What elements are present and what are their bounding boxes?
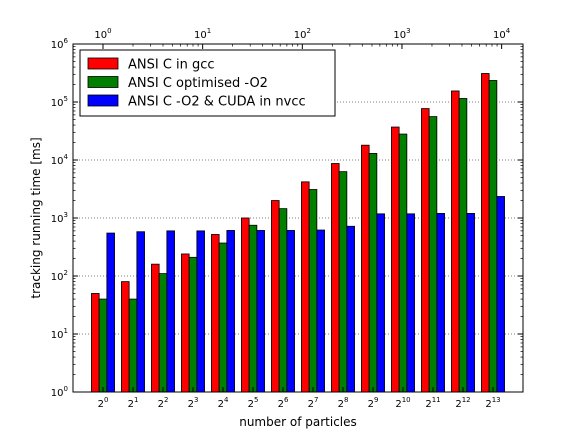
top-tick-label: 102 (294, 27, 311, 41)
x-tick-label: 26 (278, 396, 289, 410)
y-axis-label: tracking running time [ms] (29, 137, 43, 298)
ticks: 100 101 102 103 104 105 106 20 21 22 23 24 25 26 27 28 2… (51, 27, 523, 410)
bar (278, 208, 288, 393)
x-tick-label: 211 (425, 396, 440, 410)
bar (496, 196, 505, 393)
x-tick-label: 20 (98, 396, 109, 410)
bar (271, 200, 280, 393)
x-tick-label: 27 (308, 396, 319, 410)
bar (368, 152, 378, 393)
bar (346, 225, 355, 393)
bar (458, 98, 468, 393)
x-tick-label: 29 (368, 396, 379, 410)
top-tick-label: 104 (493, 27, 511, 41)
top-tick-label: 101 (194, 27, 211, 41)
y-tick-label: 104 (51, 153, 69, 167)
bar (158, 273, 168, 393)
bar (488, 80, 498, 393)
bar (361, 144, 370, 393)
top-tick-label: 100 (94, 27, 111, 41)
bar (106, 232, 115, 393)
x-tick-label: 21 (128, 396, 139, 410)
bar (196, 230, 205, 393)
legend-label: ANSI C -O2 & CUDA in nvcc (128, 95, 306, 110)
bar (428, 116, 438, 393)
bar (136, 231, 145, 393)
bar (151, 263, 160, 393)
x-tick-label: 22 (158, 396, 169, 410)
bar (91, 293, 100, 393)
bar (286, 230, 295, 393)
bars (91, 73, 505, 393)
x-tick-label: 25 (248, 396, 259, 410)
x-tick-label: 212 (455, 396, 470, 410)
bar (301, 181, 310, 393)
legend-swatch (87, 57, 119, 70)
x-tick-label: 28 (338, 396, 349, 410)
y-tick-label: 105 (51, 95, 68, 109)
y-tick-label: 100 (51, 385, 68, 399)
bar (466, 213, 475, 393)
y-tick-label: 101 (51, 327, 68, 341)
legend-swatch (87, 76, 119, 88)
x-tick-label: 213 (485, 396, 500, 410)
legend-swatch (87, 94, 119, 107)
bar (188, 256, 198, 393)
bar (166, 230, 175, 393)
bar (121, 281, 130, 393)
bar (181, 253, 190, 393)
bar (331, 163, 340, 393)
legend-label: ANSI C in gcc (128, 58, 215, 73)
legend: ANSI C in gcc ANSI C optimised -O2 ANSI C … (79, 49, 336, 117)
x-tick-label: 210 (395, 396, 410, 410)
x-axis-label: number of particles (239, 415, 357, 429)
legend-label: ANSI C optimised -O2 (128, 76, 268, 91)
top-tick-label: 103 (393, 27, 410, 41)
legend-box (79, 49, 336, 117)
bar (316, 229, 325, 393)
bar (248, 224, 258, 393)
bar (451, 90, 460, 393)
bar (211, 234, 220, 393)
bar (481, 73, 490, 393)
x-tick-label: 24 (218, 396, 229, 410)
bar (436, 213, 445, 393)
bar (338, 171, 348, 393)
bar (406, 213, 415, 393)
y-tick-label: 102 (51, 269, 68, 283)
bar (391, 126, 400, 393)
bar (308, 189, 318, 393)
bar (128, 298, 138, 393)
bar (421, 108, 430, 393)
bar (218, 242, 228, 393)
y-tick-label: 103 (51, 211, 68, 225)
bar (98, 298, 108, 393)
x-tick-label: 23 (188, 396, 199, 410)
bar (376, 213, 385, 393)
bar (256, 230, 265, 393)
bar (398, 133, 408, 393)
y-tick-label: 106 (51, 37, 69, 51)
bar (226, 230, 235, 393)
bar (241, 217, 250, 393)
